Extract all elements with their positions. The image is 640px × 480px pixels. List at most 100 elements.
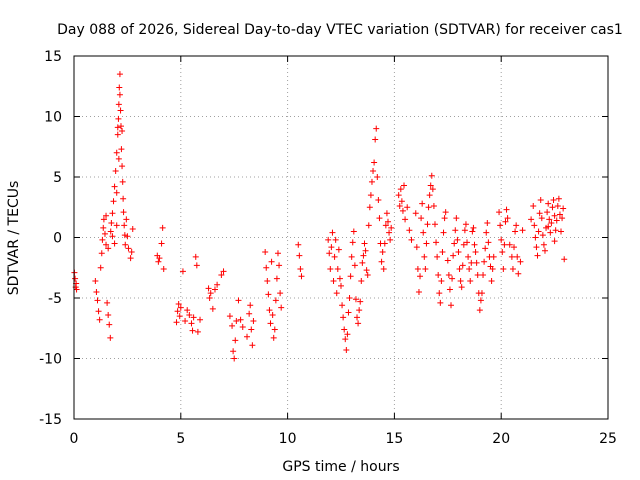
data-point [515, 270, 522, 277]
data-point [194, 328, 201, 335]
data-point [512, 228, 519, 235]
data-point [386, 229, 393, 236]
data-point [107, 228, 114, 235]
data-point [462, 221, 469, 228]
data-point [128, 249, 135, 256]
data-point [421, 253, 428, 260]
data-point [509, 265, 516, 272]
data-point [545, 223, 552, 230]
data-point [218, 272, 225, 279]
data-point [72, 275, 79, 282]
data-point [446, 286, 453, 293]
data-point [535, 228, 542, 235]
data-point [188, 320, 195, 327]
data-point [117, 123, 124, 130]
data-point [209, 305, 216, 312]
data-point [500, 265, 507, 272]
data-point [334, 265, 341, 272]
data-point [370, 167, 377, 174]
data-point [341, 326, 348, 333]
data-point [113, 189, 120, 196]
data-point [555, 195, 562, 202]
data-point [357, 298, 364, 305]
data-point [561, 256, 568, 263]
data-point [325, 236, 332, 243]
x-tick-label: 25 [599, 431, 617, 447]
data-point [190, 314, 197, 321]
data-point [464, 239, 471, 246]
data-point [453, 215, 460, 222]
data-point [457, 278, 464, 285]
data-point [418, 215, 425, 222]
data-point [536, 210, 543, 217]
data-point [121, 222, 128, 229]
data-point [445, 272, 452, 279]
data-point [122, 241, 129, 248]
data-point [439, 249, 446, 256]
data-point [271, 326, 278, 333]
data-point [438, 278, 445, 285]
data-point [434, 253, 441, 260]
data-point [351, 262, 358, 269]
data-point [511, 244, 518, 251]
data-point [395, 192, 402, 199]
data-point [127, 255, 134, 262]
data-point [503, 206, 510, 213]
data-point [539, 232, 546, 239]
data-point [384, 218, 391, 225]
data-point [360, 252, 367, 259]
axis-ticks [73, 55, 609, 420]
data-point [116, 91, 123, 98]
x-tick-label: 20 [492, 431, 510, 447]
data-point [179, 268, 186, 275]
data-point [350, 228, 357, 235]
data-point [551, 238, 558, 245]
data-point [119, 178, 126, 185]
data-point [399, 207, 406, 214]
data-point [159, 224, 166, 231]
data-point [372, 136, 379, 143]
data-point [114, 131, 121, 138]
data-point [427, 182, 434, 189]
data-point [531, 222, 538, 229]
data-point [114, 124, 121, 131]
data-point [559, 215, 566, 222]
data-point [379, 249, 386, 256]
data-point [478, 290, 485, 297]
data-point [546, 216, 553, 223]
data-point [158, 240, 165, 247]
data-point [371, 159, 378, 166]
data-point [105, 245, 112, 252]
data-point [272, 297, 279, 304]
data-point [329, 229, 336, 236]
data-point [387, 236, 394, 243]
data-point [538, 215, 545, 222]
data-point [426, 192, 433, 199]
data-point [433, 239, 440, 246]
data-point [513, 222, 520, 229]
data-point [365, 222, 372, 229]
data-point [406, 227, 413, 234]
y-tick-label: 5 [53, 170, 62, 186]
data-point [459, 262, 466, 269]
data-point [449, 275, 456, 282]
data-point [397, 186, 404, 193]
data-point [175, 301, 182, 308]
data-point [552, 227, 559, 234]
data-point [270, 334, 277, 341]
data-point [363, 267, 370, 274]
data-point [467, 278, 474, 285]
y-axis-label: SDTVAR / TECUs [6, 181, 22, 296]
data-point [239, 324, 246, 331]
data-point [412, 210, 419, 217]
data-point [276, 262, 283, 269]
data-point [229, 322, 236, 329]
data-point [117, 107, 124, 114]
data-point [326, 250, 333, 257]
data-point [342, 336, 349, 343]
data-point [100, 216, 107, 223]
data-point [374, 174, 381, 180]
data-point [398, 198, 405, 205]
data-point [466, 265, 473, 272]
